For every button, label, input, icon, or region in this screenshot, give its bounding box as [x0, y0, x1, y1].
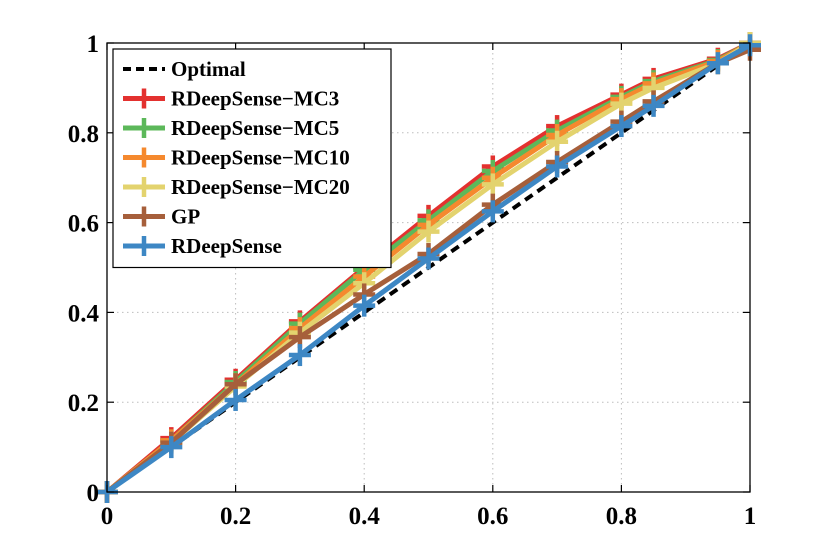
legend-label: RDeepSense: [171, 234, 282, 258]
legend-entry: RDeepSense−MC3: [123, 87, 339, 111]
series-6: [96, 34, 761, 503]
legend-entry: RDeepSense−MC5: [123, 116, 339, 140]
y-tick-label: 0.4: [68, 300, 100, 327]
y-tick-label: 0.6: [68, 211, 99, 238]
y-tick-label: 0: [87, 480, 100, 507]
x-tick-label: 0.6: [477, 503, 508, 530]
series-line: [105, 47, 751, 494]
axis-ticks: 0 0.2 0.4 0.6 0.8 1 0 0.2 0.4 0.6 0.8 1: [68, 31, 757, 530]
legend-entry: RDeepSense: [123, 234, 282, 258]
legend-entry: Optimal: [123, 57, 246, 81]
legend-label: GP: [171, 205, 200, 229]
legend-label: Optimal: [171, 57, 246, 81]
legend-label: RDeepSense−MC10: [171, 146, 350, 170]
legend-label: RDeepSense−MC20: [171, 175, 350, 199]
legend-label: RDeepSense−MC3: [171, 87, 339, 111]
y-tick-label: 1: [87, 31, 100, 58]
legend-entry: RDeepSense−MC20: [123, 175, 350, 199]
legend-entry: GP: [123, 205, 200, 229]
legend-label: RDeepSense−MC5: [171, 116, 339, 140]
x-tick-label: 0: [101, 503, 114, 530]
x-tick-label: 0.8: [606, 503, 637, 530]
y-tick-label: 0.8: [68, 121, 99, 148]
series-lines: [96, 32, 761, 503]
legend: Optimal RDeepSense−MC3 RDeepSense−MC5 RDeep…: [112, 48, 392, 269]
y-tick-label: 0.2: [68, 390, 99, 417]
axes-box: [106, 42, 751, 493]
x-tick-label: 1: [744, 503, 757, 530]
x-tick-label: 0.2: [220, 503, 251, 530]
series-line: [105, 43, 752, 495]
x-tick-label: 0.4: [349, 503, 381, 530]
legend-entry: RDeepSense−MC10: [123, 146, 350, 170]
axes-frame: [106, 42, 751, 493]
